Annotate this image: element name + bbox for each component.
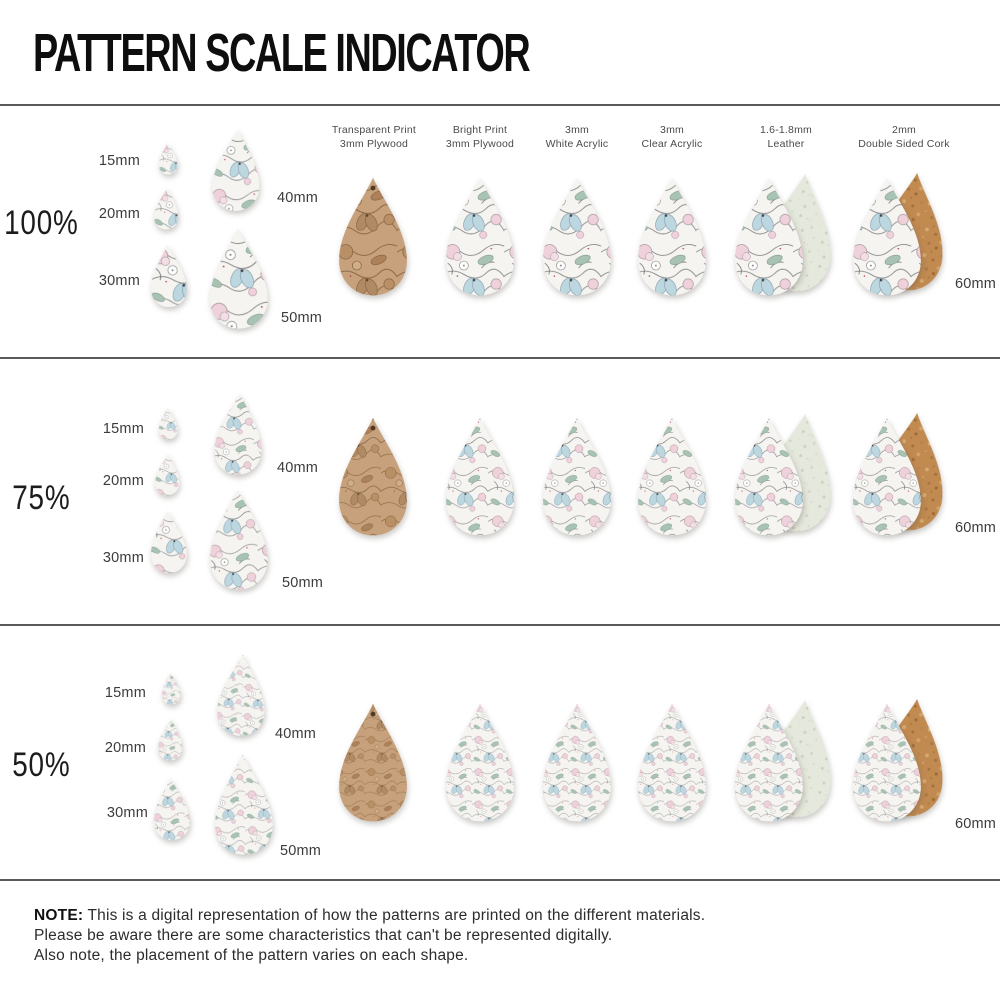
teardrop-20mm-row2	[154, 453, 181, 496]
teardrop-40mm-row1	[211, 128, 262, 212]
material-header-line2: Clear Acrylic	[641, 137, 703, 150]
teardrop-60mm-clear-acrylic-row1	[638, 177, 706, 296]
size-label-20mm: 20mm	[98, 206, 140, 222]
size-label-15mm: 15mm	[102, 421, 144, 437]
note-line-1: NOTE: This is a digital representation o…	[34, 906, 705, 926]
teardrop-60mm-leather-front-row1	[735, 177, 803, 296]
note-text: This is a digital representation of how …	[87, 907, 706, 924]
size-label-40mm: 40mm	[277, 460, 319, 476]
teardrop-60mm-white-acrylic-row3	[543, 703, 611, 822]
teardrop-60mm-leather-front-row2	[735, 417, 803, 536]
size-label-60mm: 60mm	[955, 816, 997, 832]
material-header-clear-acrylic: 3mm Clear Acrylic	[606, 124, 738, 151]
material-header-line2: White Acrylic	[545, 137, 609, 150]
teardrop-15mm-row3	[161, 672, 181, 705]
material-header-line2: 3mm Plywood	[339, 137, 409, 150]
size-label-50mm: 50mm	[281, 310, 323, 326]
teardrop-60mm-white-acrylic-row1	[543, 177, 611, 296]
size-label-60mm: 60mm	[955, 520, 997, 536]
teardrop-30mm-row1	[149, 244, 188, 308]
teardrop-20mm-row3	[157, 718, 184, 761]
material-header-white-acrylic: 3mm White Acrylic	[511, 124, 643, 151]
teardrop-20mm-row1	[153, 187, 180, 230]
teardrop-60mm-leather-front-row3	[735, 703, 803, 822]
note-line-2: Please be aware there are some character…	[34, 927, 613, 944]
teardrop-40mm-row3	[216, 653, 267, 737]
size-label-40mm: 40mm	[277, 190, 319, 206]
teardrop-60mm-clear-acrylic-row3	[638, 703, 706, 822]
teardrop-60mm-plywood-transparent-print-row1	[339, 177, 407, 296]
teardrop-15mm-row2	[158, 407, 178, 440]
size-label-50mm: 50mm	[282, 575, 324, 591]
teardrop-60mm-white-acrylic-row2	[543, 417, 611, 536]
divider	[0, 624, 1000, 626]
row-scale-label-75: 75%	[12, 479, 71, 517]
material-header-cork: 2mm Double Sided Cork	[838, 124, 970, 151]
material-header-line1: 3mm	[660, 124, 684, 136]
divider	[0, 879, 1000, 881]
size-label-15mm: 15mm	[98, 153, 140, 169]
teardrop-40mm-row2	[213, 392, 264, 476]
teardrop-60mm-cork-front-row2	[853, 417, 921, 536]
material-header-line2: Leather	[767, 137, 805, 150]
teardrop-60mm-plywood-bright-print-row1	[446, 177, 514, 296]
note-label: NOTE:	[34, 907, 84, 924]
row-scale-label-50: 50%	[12, 746, 71, 784]
teardrop-60mm-cork-front-row1	[853, 177, 921, 296]
teardrop-60mm-plywood-bright-print-row3	[446, 703, 514, 822]
material-header-line2: 3mm Plywood	[445, 137, 515, 150]
divider	[0, 357, 1000, 359]
material-header-bright-plywood: Bright Print 3mm Plywood	[414, 124, 546, 151]
teardrop-60mm-clear-acrylic-row2	[638, 417, 706, 536]
teardrop-50mm-row1	[208, 227, 269, 330]
material-header-line1: Bright Print	[452, 124, 508, 136]
size-label-15mm: 15mm	[104, 685, 146, 701]
size-label-40mm: 40mm	[275, 726, 317, 742]
row-scale-label-100: 100%	[4, 204, 79, 242]
material-header-leather: 1.6-1.8mm Leather	[720, 124, 852, 151]
note-line-3: Also note, the placement of the pattern …	[34, 947, 469, 964]
material-header-line1: 3mm	[565, 124, 589, 136]
teardrop-50mm-row3	[213, 753, 274, 856]
divider	[0, 104, 1000, 106]
size-label-60mm: 60mm	[955, 276, 997, 292]
teardrop-50mm-row2	[208, 488, 269, 591]
size-label-30mm: 30mm	[102, 550, 144, 566]
teardrop-60mm-plywood-transparent-print-row3	[339, 703, 407, 822]
teardrop-60mm-plywood-transparent-print-row2	[339, 417, 407, 536]
material-header-line2: Double Sided Cork	[858, 137, 950, 150]
size-label-50mm: 50mm	[280, 843, 322, 859]
teardrop-15mm-row1	[158, 142, 178, 175]
teardrop-30mm-row2	[149, 510, 188, 574]
teardrop-60mm-cork-front-row3	[853, 703, 921, 822]
size-label-20mm: 20mm	[102, 473, 144, 489]
note: NOTE: This is a digital representation o…	[34, 906, 705, 966]
material-header-line1: 1.6-1.8mm	[760, 124, 812, 136]
size-label-30mm: 30mm	[98, 273, 140, 289]
teardrop-30mm-row3	[152, 777, 191, 841]
material-header-transparent-plywood: Transparent Print 3mm Plywood	[308, 124, 440, 151]
material-header-line1: Transparent Print	[331, 124, 417, 136]
teardrop-60mm-plywood-bright-print-row2	[446, 417, 514, 536]
size-label-20mm: 20mm	[104, 740, 146, 756]
page-title: PATTERN SCALE INDICATOR	[33, 23, 531, 83]
size-label-30mm: 30mm	[106, 805, 148, 821]
material-header-line1: 2mm	[892, 124, 916, 136]
